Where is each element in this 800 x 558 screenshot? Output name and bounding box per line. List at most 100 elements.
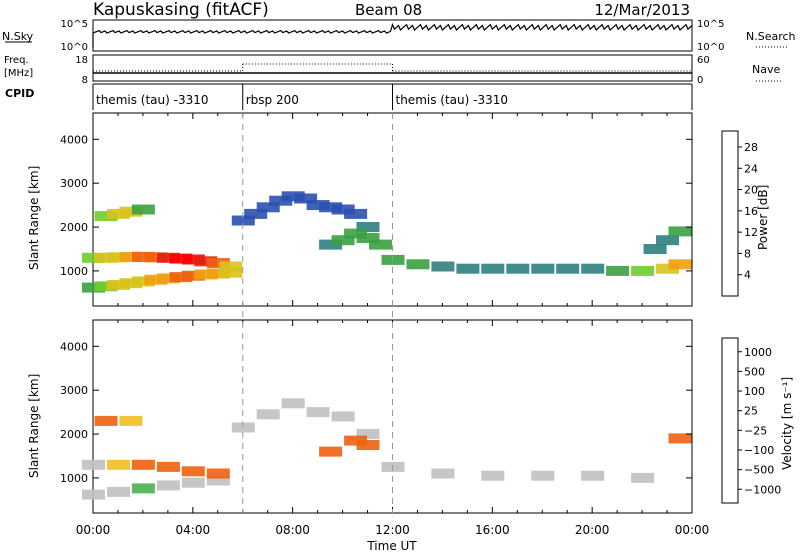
data-cell — [631, 472, 655, 483]
colorbar-tick-label: 20 — [744, 184, 758, 197]
data-cell — [144, 274, 168, 285]
data-cell — [131, 204, 155, 215]
data-cell — [331, 204, 355, 215]
data-cell — [431, 261, 455, 272]
power-panel: 1000 2000 3000 4000 Slant Range [km] 4 8 12 16… — [27, 112, 770, 307]
data-cell — [156, 252, 180, 263]
nave-label: Nave — [752, 63, 780, 76]
data-cell — [319, 239, 343, 250]
data-cell — [656, 235, 679, 246]
colorbar-tick-label: 1000 — [744, 346, 772, 359]
colorbar-tick-label: −100 — [744, 444, 774, 457]
data-cell — [256, 409, 280, 420]
data-cell — [131, 459, 155, 470]
power-ylabel: Slant Range [km] — [27, 166, 41, 270]
data-cell — [643, 244, 667, 254]
data-cell — [82, 282, 105, 293]
freq-label-bottom: [MHz] — [4, 68, 33, 79]
y-tick-label: 2000 — [60, 428, 88, 441]
colorbar-tick-label: 8 — [744, 247, 751, 260]
data-cell — [194, 269, 218, 280]
velocity-colorbar-label: Velocity [m s⁻¹] — [780, 377, 794, 470]
data-cell — [206, 268, 230, 279]
data-cell — [82, 489, 105, 500]
freq-label-top: Freq. — [4, 55, 29, 66]
station-title: Kapuskasing (fitACF) — [93, 0, 269, 20]
power-colorbar: 4 8 12 16 20 24 28 — [721, 130, 758, 297]
sky-right-tick-top: 10^5 — [697, 19, 724, 30]
data-cell — [319, 446, 343, 457]
data-cell — [406, 259, 430, 270]
velocity-marks — [82, 398, 692, 500]
data-cell — [656, 263, 679, 274]
data-cell — [231, 215, 255, 226]
data-cell — [356, 233, 380, 243]
y-tick-label: 4000 — [60, 133, 88, 146]
data-cell — [107, 279, 130, 290]
sky-left-tick-top: 10^5 — [61, 19, 88, 30]
search-panel-label: N.Search — [746, 30, 796, 43]
data-cell — [206, 468, 230, 479]
data-cell — [269, 195, 293, 206]
data-cell — [256, 202, 280, 213]
colorbar-tick-label: 25 — [744, 405, 758, 418]
velocity-colorbar: 1000 500 100 25 −25 −100 −500 −1000 — [721, 337, 781, 504]
data-cell — [156, 273, 180, 284]
data-cell — [668, 226, 692, 237]
x-axis-label: Time UT — [366, 539, 417, 553]
date-label: 12/Mar/2013 — [594, 1, 690, 19]
data-cell — [281, 191, 305, 202]
data-cell — [344, 435, 368, 446]
data-cell — [531, 470, 555, 481]
power-marks — [82, 191, 692, 293]
power-colorbar-label: Power [dB] — [756, 185, 770, 250]
y-tick-label: 1000 — [60, 265, 88, 278]
data-cell — [481, 470, 505, 481]
data-cell — [294, 193, 318, 204]
data-cell — [356, 440, 380, 450]
cpid-segments: themis (tau) -3310 rbsp 200 themis (tau) -… — [92, 84, 693, 110]
freq-trace — [93, 63, 692, 74]
data-cell — [169, 272, 193, 283]
data-cell — [219, 267, 243, 278]
velocity-ylabel: Slant Range [km] — [27, 374, 41, 478]
freq-panel-frame — [92, 54, 693, 82]
mode-boundaries — [242, 113, 393, 513]
x-tick-label: 20:00 — [575, 523, 610, 537]
data-cell — [206, 258, 230, 268]
cpid-segment-label: rbsp 200 — [246, 93, 299, 107]
data-cell — [206, 475, 230, 486]
data-cell — [331, 235, 355, 246]
data-cell — [107, 252, 130, 263]
colorbar-tick-label: 100 — [744, 385, 765, 398]
data-cell — [94, 281, 118, 292]
data-cell — [119, 415, 143, 426]
data-cell — [356, 429, 380, 439]
x-tick-label: 12:00 — [375, 523, 410, 537]
y-tick-label: 3000 — [60, 384, 88, 397]
data-cell — [344, 208, 368, 219]
x-tick-label: 08:00 — [275, 523, 310, 537]
data-cell — [631, 265, 655, 276]
data-cell — [169, 253, 193, 264]
data-cell — [181, 466, 205, 477]
data-cell — [431, 468, 455, 479]
data-cell — [531, 263, 555, 274]
freq-left-tick-bottom: 8 — [82, 75, 88, 86]
data-cell — [119, 206, 143, 217]
data-cell — [556, 263, 580, 274]
colorbar-tick-label: 4 — [744, 269, 751, 282]
data-cell — [219, 261, 243, 272]
data-cell — [181, 254, 205, 265]
data-cell — [306, 407, 330, 418]
data-cell — [119, 251, 143, 262]
sky-panel-label: N.Sky — [2, 30, 34, 43]
data-cell — [194, 256, 218, 267]
colorbar-tick-label: 28 — [744, 141, 758, 154]
cpid-segment-label: themis (tau) -3310 — [96, 93, 209, 107]
power-axes: 1000 2000 3000 4000 — [60, 113, 693, 306]
data-cell — [181, 270, 205, 281]
freq-right-tick-bottom: 0 — [697, 75, 703, 86]
velocity-axes: 1000 2000 3000 4000 — [60, 320, 693, 513]
